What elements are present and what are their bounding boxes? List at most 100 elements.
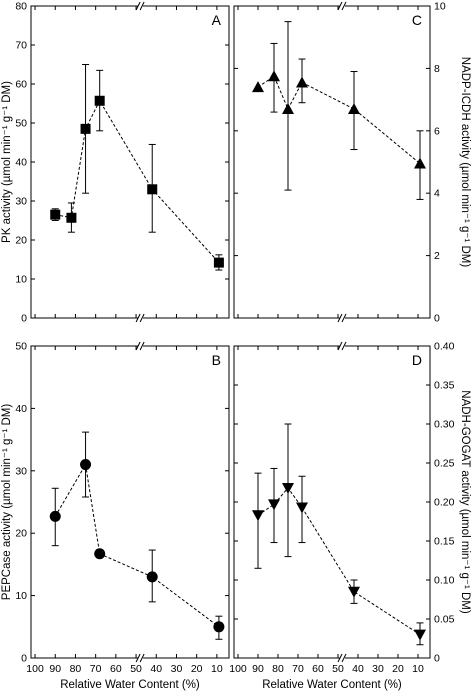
data-point-circle [49,510,61,522]
x-tick-label: 40 [150,663,162,675]
axis-break-mark [337,653,343,663]
axis-break-mark [341,1,347,11]
plot-frame [233,345,431,659]
axis-break-mark [341,653,347,663]
axis-break-mark [337,1,343,11]
axis-break-gap [138,344,144,348]
axis-break-mark [139,313,145,323]
panel-d: 0 0.05 0.10 0.15 0.20 0.25 0.30 0.35 0.40 100 90 80… [229,341,471,692]
axis-break-mark [135,653,141,663]
y-tick-label: 0 [434,653,440,665]
y-tick-label: 50 [15,341,27,353]
x-tick-label: 40 [352,663,364,675]
x-tick-label: 60 [110,663,122,675]
y-tick-label: 0.25 [434,458,455,470]
axis-break-gap [138,316,144,320]
data-point-square [213,257,224,268]
x-tick-label: 80 [272,663,284,675]
x-tick-label: 90 [252,663,264,675]
y-axis-label: PK activity (µmol min⁻¹ g⁻¹ DM) [1,81,13,243]
x-tick-label: 80 [70,663,82,675]
x-tick-label: 50 [130,663,142,675]
y-tick-label: 2 [434,250,440,262]
y-tick-label: 0.05 [434,614,455,626]
y-tick-label: 20 [15,235,27,247]
plot-frame [30,5,230,319]
x-tick-label: 30 [372,663,384,675]
y-tick-label: 40 [15,157,27,169]
x-tick-label: 20 [392,663,404,675]
series-line [257,75,421,164]
data-point-square [50,209,61,220]
y-tick-label: 0.30 [434,419,455,431]
panel-a: 0 10 20 30 40 50 60 70 80 PK activity (µmol min⁻¹… [1,1,230,325]
x-tick-label: 20 [191,663,203,675]
plot-frame [233,5,431,319]
y-tick-label: 20 [15,528,27,540]
plot-frame [30,345,230,659]
data-point-triangle-up [268,70,280,82]
panel-b: 0 10 20 30 40 50 100 90 80 70 60 50 40 30 20 10 Relative… [1,341,230,691]
axis-break-mark [135,313,141,323]
x-tick-label: 100 [229,663,247,675]
y-tick-label: 6 [434,125,440,137]
axis-break-mark [139,1,145,11]
y-tick-label: 30 [15,465,27,477]
x-tick-label: 70 [90,663,102,675]
x-tick-label: 30 [171,663,183,675]
axis-break-mark [341,341,347,351]
y-tick-label: 0.35 [434,380,455,392]
y-tick-label: 60 [15,79,27,91]
x-tick-label: 60 [312,663,324,675]
y-axis-label: NADP-ICDH activity (µmol min⁻¹ g⁻¹ DM) [459,57,471,268]
y-tick-label: 50 [15,118,27,130]
data-point-circle [146,571,158,583]
axis-break-gap [340,4,345,8]
y-tick-label: 0 [21,653,27,665]
axis-break-mark [135,1,141,11]
y-tick-label: 10 [15,274,27,286]
panel-letter: D [412,352,422,368]
y-axis-label: PEPCase activity (µmol min⁻¹ g⁻¹ DM) [1,404,13,601]
axis-break-gap [340,656,345,660]
data-point-square [66,212,77,223]
axis-break-mark [139,341,145,351]
data-point-triangle-up [348,102,360,114]
x-tick-label: 10 [211,663,223,675]
data-point-triangle-down [268,499,280,511]
y-tick-label: 30 [15,196,27,208]
data-point-square [147,184,158,195]
axis-break-gap [138,4,144,8]
y-tick-label: 0 [434,313,440,325]
y-tick-label: 0.10 [434,575,455,587]
y-tick-label: 0.15 [434,536,455,548]
panel-letter: B [212,352,221,368]
y-tick-label: 4 [434,188,440,200]
y-tick-label: 40 [15,403,27,415]
data-point-triangle-up [296,76,308,88]
data-point-triangle-down [282,482,294,494]
data-point-triangle-down [414,629,426,641]
data-point-square [80,123,91,134]
y-axis-label: NADH-GOGAT activity (µmol min⁻¹ g⁻¹ DM) [459,390,471,614]
axis-break-mark [139,653,145,663]
axis-break-gap [340,316,345,320]
y-tick-label: 10 [434,1,446,13]
x-tick-label: 100 [26,663,44,675]
axis-break-mark [337,313,343,323]
x-tick-label: 70 [292,663,304,675]
data-point-triangle-down [296,502,308,514]
series-line [55,99,220,263]
data-point-triangle-down [348,586,360,598]
data-point-triangle-up [252,81,264,93]
y-tick-label: 8 [434,63,440,75]
y-tick-label: 80 [15,1,27,13]
data-point-circle [94,548,106,560]
x-tick-label: 50 [332,663,344,675]
y-tick-label: 0.40 [434,341,455,353]
data-point-square [94,95,105,106]
panel-letter: C [412,12,422,28]
data-point-triangle-down [252,510,264,522]
data-point-circle [80,459,92,471]
